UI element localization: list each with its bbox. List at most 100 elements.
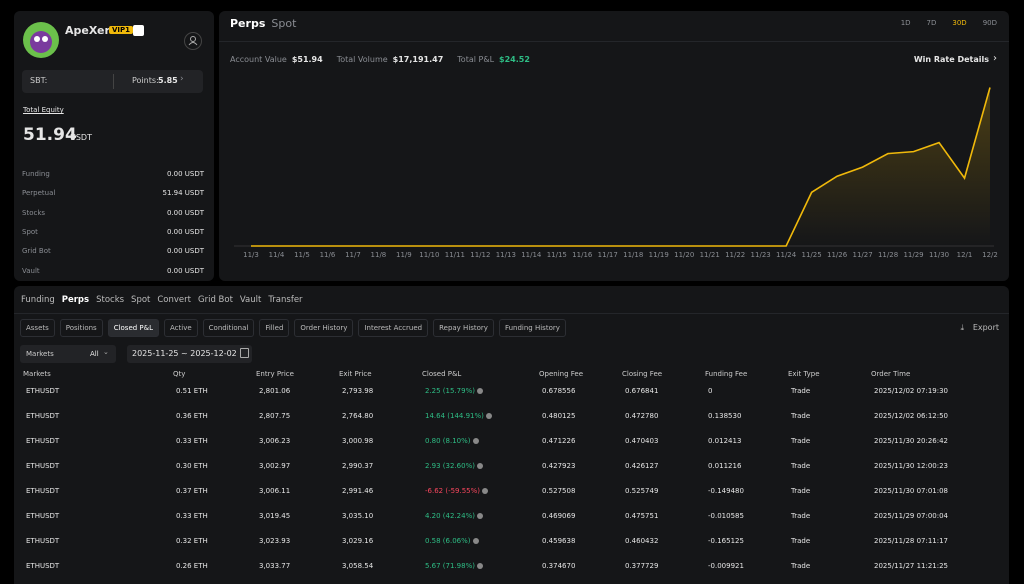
sub-tab[interactable]: Order History [294, 319, 354, 337]
points-value: 5.85 [158, 76, 178, 85]
x-tick-label: 11/28 [878, 251, 898, 259]
history-tab[interactable]: Stocks [96, 295, 125, 305]
cell: Trade [791, 512, 811, 520]
cell: 2025/11/28 07:11:17 [874, 537, 949, 545]
summary-tab[interactable]: Perps [230, 17, 266, 30]
equity-value: 51.94 [23, 125, 77, 145]
cell: 0.377729 [625, 562, 659, 570]
cell: ETHUSDT [26, 412, 60, 420]
cell: 0.33 ETH [176, 437, 208, 445]
chart: 11/3 11/4 11/5 11/6 11/7 11/8 11/9 11/10 11/11 11… [234, 87, 998, 259]
stat-value: $17,191.47 [392, 55, 444, 64]
sbt-box [22, 70, 203, 93]
line [251, 87, 991, 247]
cell: Trade [791, 462, 811, 470]
cell: -0.149480 [708, 487, 744, 495]
balance-value: 0.00 USDT [166, 170, 204, 178]
export-icon: ⤓ [960, 323, 964, 332]
cell: 0.58 (6.06%) [425, 537, 479, 545]
sub-tab[interactable]: Filled [259, 319, 290, 337]
area [251, 87, 990, 246]
cell: 0.37 ETH [176, 487, 208, 495]
column-header: Order Time [871, 370, 911, 378]
summary-tab[interactable]: Spot [271, 17, 297, 30]
cell: 2.93 (32.60%) [425, 462, 483, 470]
cell: 0.470403 [625, 437, 659, 445]
cell: Trade [791, 562, 811, 570]
sub-tab[interactable]: Repay History [433, 319, 494, 337]
divider [219, 41, 1009, 42]
chart-panel: 11/3 11/4 11/5 11/6 11/7 11/8 11/9 11/10 11/11 11… [219, 11, 1009, 281]
cell: 0.30 ETH [176, 462, 208, 470]
filter-label: Markets [26, 350, 54, 358]
cell: 2025/11/29 07:00:04 [874, 512, 949, 520]
column-header: Closed P&L [422, 370, 462, 378]
sub-tab[interactable]: Closed P&L [107, 319, 160, 337]
cell: 3,006.23 [259, 437, 291, 445]
history-tab[interactable]: Funding [21, 295, 55, 305]
x-tick-label: 11/15 [547, 251, 567, 259]
history-tab[interactable]: Perps [61, 295, 90, 305]
x-tick-label: 11/25 [802, 251, 822, 259]
stat-label: Total Volume [336, 55, 388, 64]
history-tab[interactable]: Convert [157, 295, 191, 305]
sub-tab[interactable]: Assets [20, 319, 55, 337]
cell: 2,793.98 [342, 387, 374, 395]
column-header: Opening Fee [539, 370, 584, 378]
x-tick-label: 11/16 [572, 251, 593, 259]
cell: ETHUSDT [26, 387, 60, 395]
market-filter[interactable]: Markets All ⌄ [20, 345, 116, 363]
info-icon [485, 413, 492, 419]
export-button[interactable]: Export [972, 323, 999, 332]
column-header: Exit Price [339, 370, 372, 378]
history-tab[interactable]: Grid Bot [198, 295, 233, 305]
x-tick-label: 11/7 [345, 251, 361, 259]
x-tick-label: 11/27 [852, 251, 872, 259]
profile-button[interactable] [184, 32, 202, 50]
x-tick-label: 11/8 [371, 251, 387, 259]
cell: 0.51 ETH [176, 387, 208, 395]
x-tick-label: 11/4 [269, 251, 285, 259]
sub-tab[interactable]: Funding History [498, 319, 566, 337]
balance-label: Funding [22, 170, 50, 178]
sub-tab[interactable]: Interest Accrued [358, 319, 429, 337]
x-tick-label: 11/18 [623, 251, 643, 259]
balance-value: 51.94 USDT [162, 189, 205, 198]
history-tab[interactable]: Spot [131, 295, 151, 305]
period-tab[interactable]: 1D [900, 19, 911, 27]
cell: 3,002.97 [259, 462, 291, 470]
cell: Trade [791, 487, 811, 495]
points-label: Points: [132, 76, 159, 85]
cell: 0.374670 [542, 562, 576, 570]
x-tick-label: 11/12 [470, 251, 490, 259]
summary-tabs: Perps Spot [230, 17, 296, 30]
cell: 4.20 (42.24%) [425, 512, 483, 520]
history-tab[interactable]: Transfer [268, 295, 303, 305]
chevron: ⌄ [103, 348, 109, 356]
period-tab[interactable]: 30D [952, 19, 967, 27]
x-tick-label: 12/1 [957, 251, 973, 259]
date-range[interactable]: 2025-11-25 ~ 2025-12-02 [127, 345, 252, 363]
sub-tab[interactable]: Positions [59, 319, 103, 337]
x-tick-label: 11/23 [751, 251, 771, 259]
divider [14, 313, 1009, 314]
cell: 0.525749 [625, 487, 659, 495]
equity-label: Total Equity [23, 106, 64, 114]
cell: 2.25 (15.79%) [425, 387, 483, 395]
period-tab[interactable]: 90D [982, 19, 997, 27]
balance-label: Stocks [22, 208, 46, 217]
info-icon [476, 463, 483, 469]
chevron: › [993, 53, 997, 64]
balance-value: 0.00 USDT [166, 208, 204, 217]
period-tab[interactable]: 7D [926, 19, 937, 27]
cell: 0.33 ETH [176, 512, 208, 520]
history-tab[interactable]: Vault [239, 295, 262, 305]
history-panel: Funding Perps Stocks Spot Convert Grid Bot Vau… [14, 286, 1009, 584]
sub-tab[interactable]: Conditional [202, 319, 255, 337]
sub-tab[interactable]: Active [164, 319, 198, 337]
x-tick-label: 11/14 [521, 251, 542, 259]
cell: 0.475751 [625, 512, 659, 520]
cell: 3,035.10 [342, 512, 374, 520]
cell: ETHUSDT [26, 487, 60, 495]
win-rate-link[interactable]: Win Rate Details [913, 55, 989, 64]
